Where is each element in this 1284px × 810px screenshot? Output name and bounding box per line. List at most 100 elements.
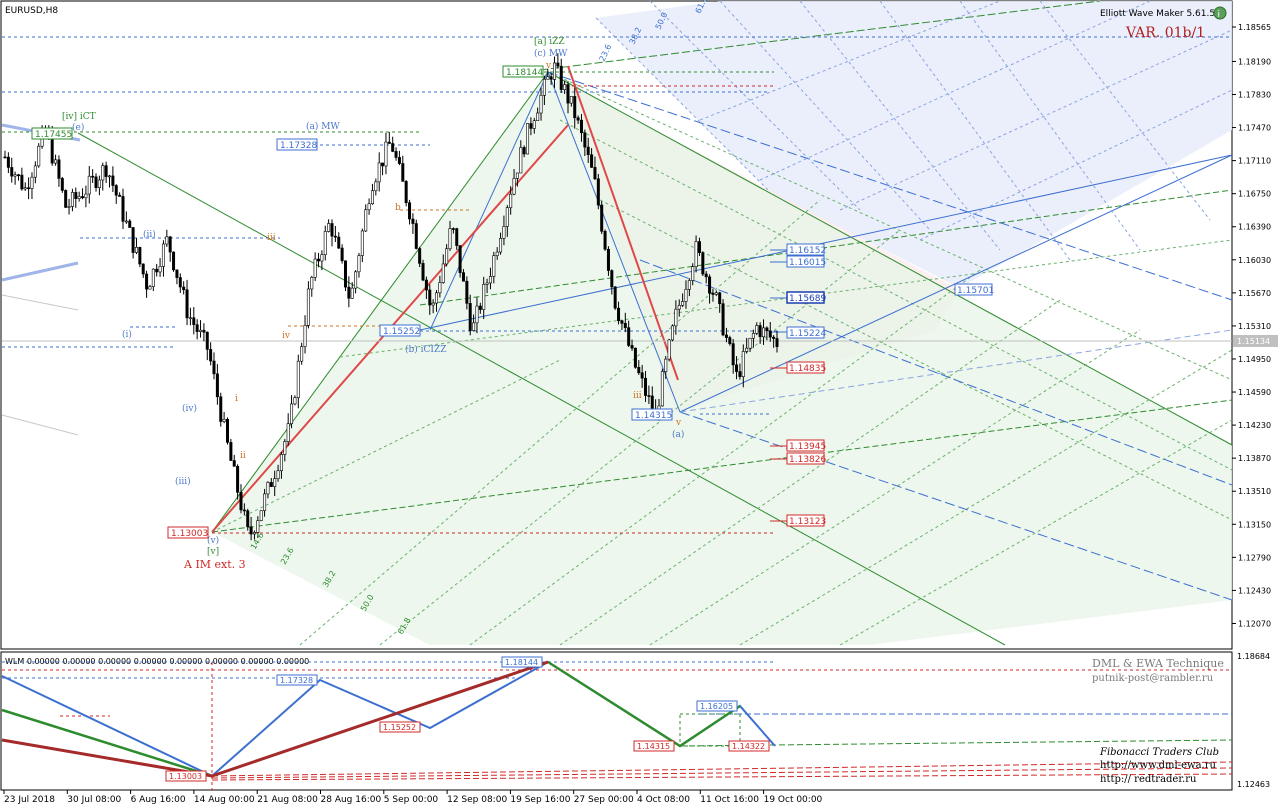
wave-label-i-small: i <box>235 394 238 404</box>
candle-body <box>360 230 364 256</box>
info-icon[interactable]: i <box>1213 6 1227 20</box>
svg-text:1.15252: 1.15252 <box>383 723 416 732</box>
candle-body <box>488 276 492 284</box>
candle-body <box>172 251 176 271</box>
candle-body <box>118 194 122 197</box>
candle-body <box>67 206 71 208</box>
candle-body <box>347 286 351 299</box>
candle-body <box>495 251 499 256</box>
candle-body <box>667 339 671 360</box>
candle-body <box>738 371 742 377</box>
candle-body <box>569 96 573 104</box>
candle-body <box>515 172 519 179</box>
candle-body <box>77 196 81 199</box>
candle-body <box>290 403 294 424</box>
candle-body <box>775 338 779 347</box>
candle-body <box>16 174 20 177</box>
candle-body <box>387 141 391 144</box>
candle-body <box>185 289 189 319</box>
candle-body <box>111 175 115 186</box>
candle-body <box>684 288 688 302</box>
indicator-name: Elliott Wave Maker 5.61.5 <box>1100 9 1215 19</box>
wave-label-ii-small: ii <box>240 451 246 461</box>
candle-body <box>724 334 728 338</box>
candle-body <box>573 96 577 119</box>
time-tick-label: 14 Aug 00:00 <box>194 795 255 805</box>
candle-body <box>418 248 422 264</box>
candle-body <box>556 62 560 67</box>
svg-text:1.14315: 1.14315 <box>637 742 670 751</box>
candle-body <box>677 304 681 310</box>
candle-body <box>458 245 462 273</box>
wave-label-v-paren: (v) <box>207 535 219 546</box>
candle-body <box>205 331 209 350</box>
candle-body <box>755 325 759 334</box>
candle-body <box>499 238 503 253</box>
candle-body <box>377 162 381 183</box>
wave-label-iii-small: iii <box>267 233 276 243</box>
candle-body <box>94 176 98 188</box>
candle-body <box>536 112 540 122</box>
candle-body <box>283 441 287 455</box>
candle-body <box>168 236 172 253</box>
price-axis: 1.18565 1.18190 1.17830 1.17470 1.17110 1.167… <box>1232 23 1271 628</box>
candle-body <box>276 470 280 479</box>
price-box: 1.14835 <box>786 361 826 374</box>
price-tick-label: 1.13870 <box>1238 454 1271 463</box>
candle-body <box>317 258 321 262</box>
candle-body <box>640 372 644 379</box>
time-tick-label: 6 Aug 16:00 <box>131 795 186 805</box>
price-tick-label: 1.16030 <box>1238 256 1271 265</box>
candle-body <box>670 325 674 341</box>
price-tick-label: 1.17830 <box>1238 90 1271 99</box>
candle-body <box>404 181 408 204</box>
price-box: 1.15252 <box>379 324 421 337</box>
candle-body <box>50 135 54 164</box>
svg-text:1.13945: 1.13945 <box>789 442 826 452</box>
candle-body <box>455 228 459 246</box>
green-fan-area <box>212 72 1232 645</box>
price-tick-label: 1.12070 <box>1238 619 1271 628</box>
candle-body <box>745 347 749 352</box>
svg-text:1.17328: 1.17328 <box>280 141 317 151</box>
candle-body <box>532 120 536 129</box>
candle-body <box>202 329 206 333</box>
sub-price-box: 1.14315 <box>633 740 675 752</box>
price-box: 1.13945 <box>786 439 826 452</box>
time-tick-label: 11 Oct 16:00 <box>700 795 759 805</box>
candle-body <box>138 246 142 265</box>
candle-body <box>148 286 152 290</box>
candle-body <box>91 175 95 178</box>
svg-text:1.15224: 1.15224 <box>789 329 826 339</box>
candle-body <box>23 187 27 190</box>
price-box: 1.16015 <box>786 255 826 268</box>
wave-label-iii-small-2: iii <box>633 391 642 401</box>
candle-body <box>215 373 219 398</box>
wave-label-i: (i) <box>122 329 132 340</box>
price-tick-label: 1.12430 <box>1238 586 1271 595</box>
sub-price-box: 1.17328 <box>276 674 318 686</box>
time-tick-label: 21 Aug 08:00 <box>257 795 318 805</box>
candle-body <box>145 273 149 290</box>
time-tick-label: 30 Jul 08:00 <box>67 795 121 805</box>
candle-body <box>748 337 752 349</box>
candle-body <box>303 325 307 347</box>
candle-body <box>718 292 722 305</box>
svg-text:1.14835: 1.14835 <box>789 364 826 374</box>
price-box: 1.13123 <box>786 514 826 527</box>
watermark-technique: DML & EWA Technique <box>1092 657 1224 670</box>
fan-lines <box>1 0 1233 646</box>
wave-label-b-izz: (b) iCIZZ <box>405 344 446 355</box>
candle-body <box>711 292 715 295</box>
watermark-site-1: http://www.dml-ewa.ru <box>1100 760 1217 771</box>
svg-text:1.13123: 1.13123 <box>789 517 826 527</box>
candle-body <box>620 320 624 324</box>
candle-body <box>519 147 523 174</box>
sub-window-title: WLM 0.00000 0.00000 0.00000 0.00000 0.00… <box>5 657 309 666</box>
candle-body <box>158 266 162 273</box>
time-axis: 23 Jul 2018 30 Jul 08:00 6 Aug 16:00 14 Aug… <box>3 790 823 805</box>
candle-body <box>758 325 762 338</box>
candle-body <box>529 123 533 129</box>
sub-price-box: 1.15252 <box>379 721 421 733</box>
candle-body <box>630 345 634 349</box>
